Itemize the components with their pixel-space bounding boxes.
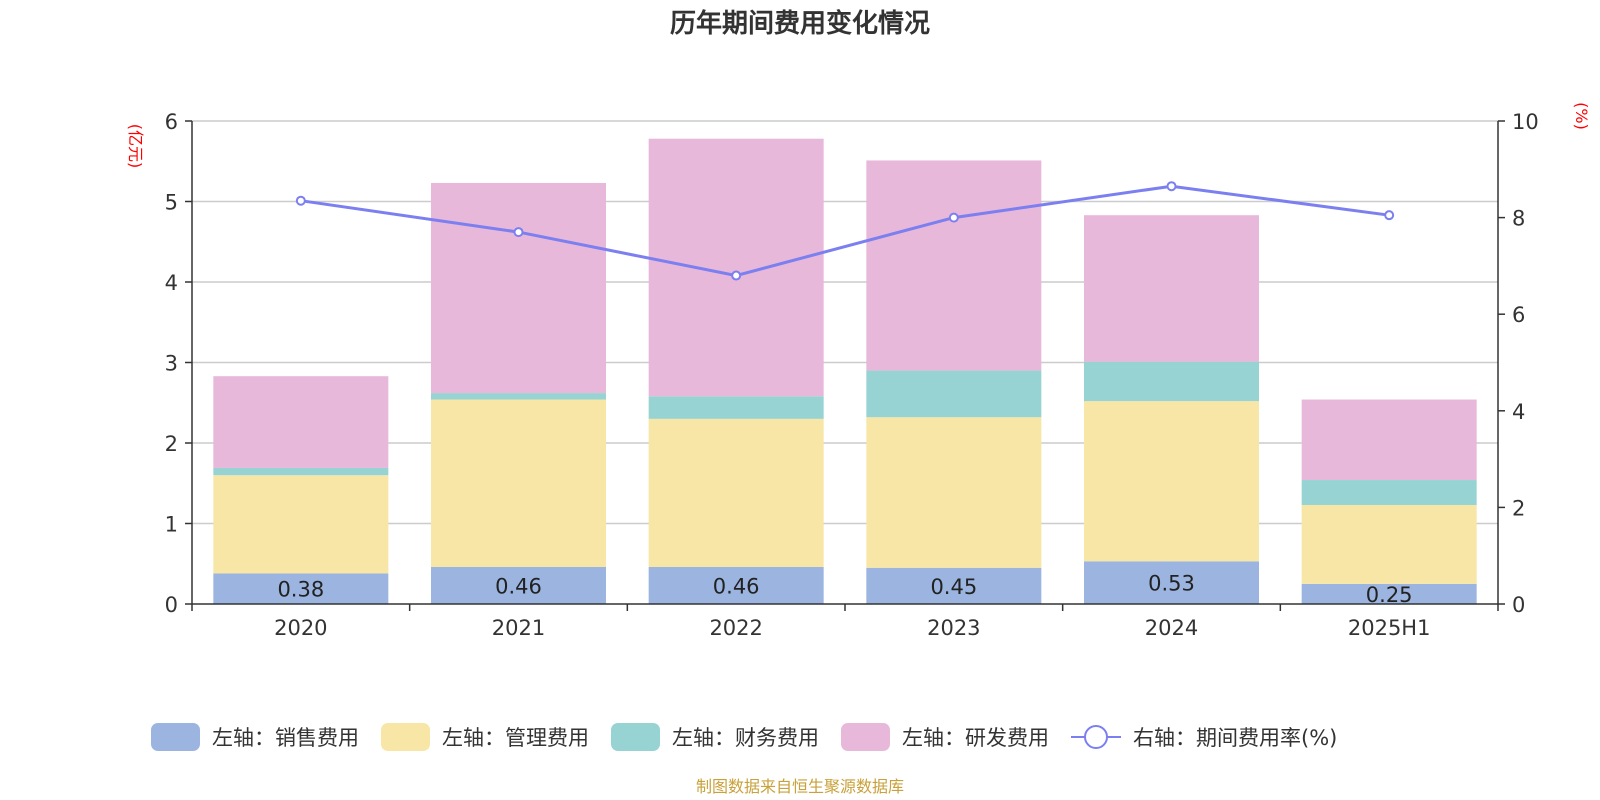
bar-segment xyxy=(431,393,606,400)
rate-point xyxy=(1166,181,1177,192)
legend: 左轴：销售费用 左轴：管理费用 左轴：财务费用 左轴：研发费用 右轴：期间费用率(%) xyxy=(151,723,1337,751)
bar-segment xyxy=(431,399,606,567)
rate-line xyxy=(300,184,1390,278)
bar-segment xyxy=(1084,401,1259,562)
legend-swatch xyxy=(841,723,890,751)
bar-segment xyxy=(866,160,1042,371)
legend-swatch xyxy=(151,723,200,751)
bar-segment xyxy=(431,182,606,394)
bar-segment xyxy=(648,138,824,397)
bar-data-label: 0.53 xyxy=(1148,572,1195,596)
bar-data-label: 0.46 xyxy=(495,574,542,598)
bar-segment xyxy=(213,573,389,604)
bar-segment xyxy=(1084,215,1259,362)
bar-data-label: 0.25 xyxy=(1366,583,1413,607)
rate-point xyxy=(948,212,959,223)
x-tick-label: 2024 xyxy=(1145,616,1198,640)
rate-point xyxy=(1384,210,1395,221)
legend-label: 左轴：研发费用 xyxy=(902,726,1049,750)
left-tick-label: 6 xyxy=(165,110,178,134)
chart-title: 历年期间费用变化情况 xyxy=(670,8,930,39)
legend-line-marker xyxy=(1084,725,1108,749)
bar-segment xyxy=(648,418,824,567)
rate-point xyxy=(731,270,742,281)
axes: 0 1 2 3 4 5 6 0 2 4 6 8 10 2020 2021 2022 2023 2024 2025H1 xyxy=(165,110,1539,640)
bar-data-label: 0.46 xyxy=(713,574,760,598)
x-tick-label: 2022 xyxy=(709,616,762,640)
right-tick-label: 8 xyxy=(1512,207,1525,231)
x-tick-label: 2021 xyxy=(492,616,545,640)
grid-lines xyxy=(192,120,1498,525)
left-tick-label: 2 xyxy=(165,432,178,456)
bar-data-label: 0.45 xyxy=(930,575,977,599)
bar-segment xyxy=(1301,399,1477,481)
right-tick-label: 10 xyxy=(1512,110,1539,134)
bar-segment xyxy=(866,567,1042,604)
x-tick-label: 2023 xyxy=(927,616,980,640)
legend-swatch xyxy=(611,723,660,751)
bar-segment xyxy=(1301,504,1477,584)
bar-segment xyxy=(1084,361,1259,402)
rate-point xyxy=(295,195,306,206)
x-tick-label: 2020 xyxy=(274,616,327,640)
legend-label: 左轴：销售费用 xyxy=(212,726,359,750)
left-axis-unit: (亿元) xyxy=(126,124,145,169)
bar-segment xyxy=(431,566,606,604)
bar-segment xyxy=(213,376,389,468)
bar-segment xyxy=(1301,583,1477,604)
rate-point xyxy=(513,227,524,238)
bar-series: 0.38 0.46 0.46 0.45 0.53 0.25 xyxy=(213,138,1477,607)
rate-line-series xyxy=(295,181,1395,281)
right-axis-unit: (%) xyxy=(1572,102,1591,130)
bar-segment xyxy=(648,396,824,419)
legend-swatch xyxy=(381,723,430,751)
left-tick-label: 0 xyxy=(165,593,178,617)
bar-segment xyxy=(213,475,389,574)
legend-label: 左轴：财务费用 xyxy=(672,726,819,750)
legend-label: 右轴：期间费用率(%) xyxy=(1133,726,1337,750)
bar-segment xyxy=(866,417,1042,568)
bar-segment xyxy=(1084,561,1259,604)
right-tick-label: 4 xyxy=(1512,400,1525,424)
bar-segment xyxy=(866,370,1042,418)
right-tick-label: 2 xyxy=(1512,496,1525,520)
bar-segment xyxy=(1301,480,1477,505)
bar-segment xyxy=(648,566,824,604)
left-tick-label: 1 xyxy=(165,513,178,537)
bar-segment xyxy=(213,467,389,476)
left-tick-label: 3 xyxy=(165,352,178,376)
legend-label: 左轴：管理费用 xyxy=(442,726,589,750)
x-tick-label: 2025H1 xyxy=(1348,616,1431,640)
right-tick-label: 6 xyxy=(1512,303,1525,327)
source-footer: 制图数据来自恒生聚源数据库 xyxy=(696,777,904,796)
right-tick-label: 0 xyxy=(1512,593,1525,617)
left-tick-label: 4 xyxy=(165,271,178,295)
bar-data-label: 0.38 xyxy=(277,578,324,602)
left-tick-label: 5 xyxy=(165,191,178,215)
